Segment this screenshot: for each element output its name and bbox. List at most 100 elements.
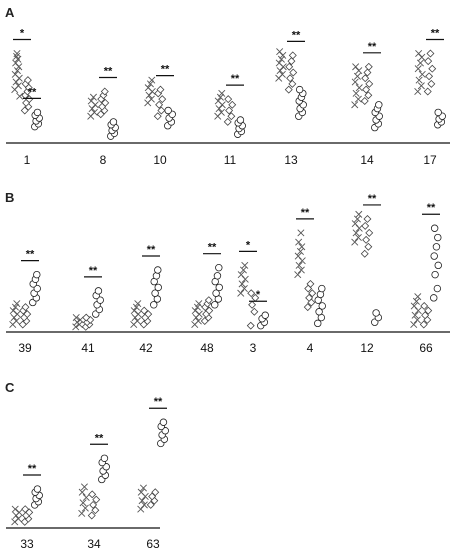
- point-x: [351, 238, 359, 246]
- point-x: [413, 316, 421, 324]
- panel-a: 1***8**10**11**13**14**17**: [6, 28, 450, 167]
- point-x: [355, 67, 363, 75]
- point-x: [15, 63, 23, 71]
- point-x: [137, 488, 145, 496]
- group-66: 66 **: [410, 202, 442, 355]
- point-x: [276, 48, 284, 56]
- point-circle: [261, 311, 269, 319]
- point-diamond: [21, 303, 30, 312]
- point-x: [238, 280, 246, 288]
- point-diamond: [365, 228, 374, 237]
- point-x: [351, 220, 359, 228]
- point-diamond: [303, 303, 312, 312]
- group-13: 13 **: [275, 29, 307, 167]
- point-x: [354, 234, 362, 242]
- point-diamond: [289, 68, 298, 77]
- point-x-stroke-b: [351, 78, 359, 86]
- significance-label: *: [20, 28, 25, 40]
- point-circle: [33, 284, 41, 293]
- point-x-stroke-b: [279, 63, 287, 71]
- point-diamond: [361, 221, 370, 230]
- point-x: [352, 229, 360, 237]
- significance-label: **: [28, 86, 37, 98]
- point-x: [214, 97, 222, 105]
- point-x: [137, 505, 145, 513]
- significance-label: **: [28, 463, 37, 475]
- point-x-stroke-b: [351, 238, 359, 246]
- tick-label: 34: [87, 537, 101, 550]
- point-x-stroke-b: [296, 247, 304, 255]
- point-diamond: [250, 307, 259, 316]
- point-x-stroke-b: [91, 101, 99, 109]
- point-x-stroke-b: [238, 280, 246, 288]
- point-diamond: [224, 95, 233, 104]
- point-diamond: [308, 289, 317, 298]
- point-x-stroke-b: [354, 95, 362, 103]
- point-x: [240, 285, 248, 293]
- point-x-stroke-b: [414, 307, 422, 315]
- point-x: [354, 95, 362, 103]
- point-x: [276, 67, 284, 75]
- significance-label: **: [89, 265, 98, 277]
- point-diamond: [364, 242, 373, 251]
- point-x: [191, 307, 199, 315]
- point-x-stroke-b: [241, 261, 249, 269]
- point-x-stroke-b: [15, 74, 23, 82]
- point-x-stroke-b: [353, 215, 361, 223]
- point-x: [13, 52, 21, 60]
- point-x: [80, 483, 88, 491]
- point-x-stroke-b: [13, 52, 21, 60]
- point-x-stroke-b: [9, 307, 17, 315]
- point-x-stroke-b: [144, 84, 152, 92]
- point-diamond: [155, 100, 164, 109]
- point-diamond: [96, 110, 105, 119]
- point-x: [217, 108, 225, 116]
- point-x: [355, 210, 363, 218]
- point-diamond: [363, 214, 372, 223]
- point-x: [218, 89, 226, 97]
- point-x-stroke-b: [294, 252, 302, 260]
- significance-label: **: [147, 244, 156, 256]
- tick-label: 1: [24, 153, 31, 167]
- tick-label: 39: [18, 341, 32, 355]
- significance-label: **: [368, 41, 377, 53]
- point-diamond: [364, 62, 373, 71]
- point-x: [239, 266, 247, 274]
- point-diamond: [100, 87, 109, 96]
- significance-label: **: [368, 193, 377, 205]
- tick-label: 17: [423, 153, 437, 167]
- panel-letter-a: A: [5, 5, 15, 20]
- point-x: [297, 266, 305, 274]
- point-x-stroke-b: [275, 59, 283, 67]
- point-circle: [215, 263, 223, 272]
- point-diamond: [419, 320, 428, 329]
- point-x-stroke-b: [218, 89, 226, 97]
- point-x: [241, 261, 249, 269]
- point-x-stroke-b: [134, 300, 142, 308]
- point-x-stroke-b: [16, 92, 24, 100]
- point-x-stroke-b: [418, 53, 426, 61]
- point-x-stroke-b: [90, 108, 98, 116]
- point-x-stroke-b: [78, 488, 86, 496]
- point-x: [215, 105, 223, 113]
- tick-label: 66: [419, 341, 433, 355]
- point-circle: [434, 261, 442, 270]
- point-x: [14, 82, 22, 90]
- tick-label: 3: [250, 341, 257, 355]
- point-x-stroke-b: [78, 509, 86, 517]
- point-diamond: [91, 506, 100, 515]
- point-circle: [431, 270, 439, 279]
- point-x-stroke-b: [14, 82, 22, 90]
- point-diamond: [153, 112, 162, 121]
- point-x-stroke-b: [294, 271, 302, 279]
- point-diamond: [146, 500, 155, 509]
- point-x-stroke-b: [141, 492, 149, 500]
- point-x-stroke-b: [241, 275, 249, 283]
- panel-letter-c: C: [5, 380, 15, 395]
- tick-label: 12: [360, 341, 374, 355]
- point-x-stroke-b: [13, 300, 21, 308]
- point-circle: [314, 319, 322, 328]
- point-x-stroke-b: [418, 70, 426, 78]
- group-42: 42 **: [130, 244, 162, 355]
- point-x-stroke-b: [410, 302, 418, 310]
